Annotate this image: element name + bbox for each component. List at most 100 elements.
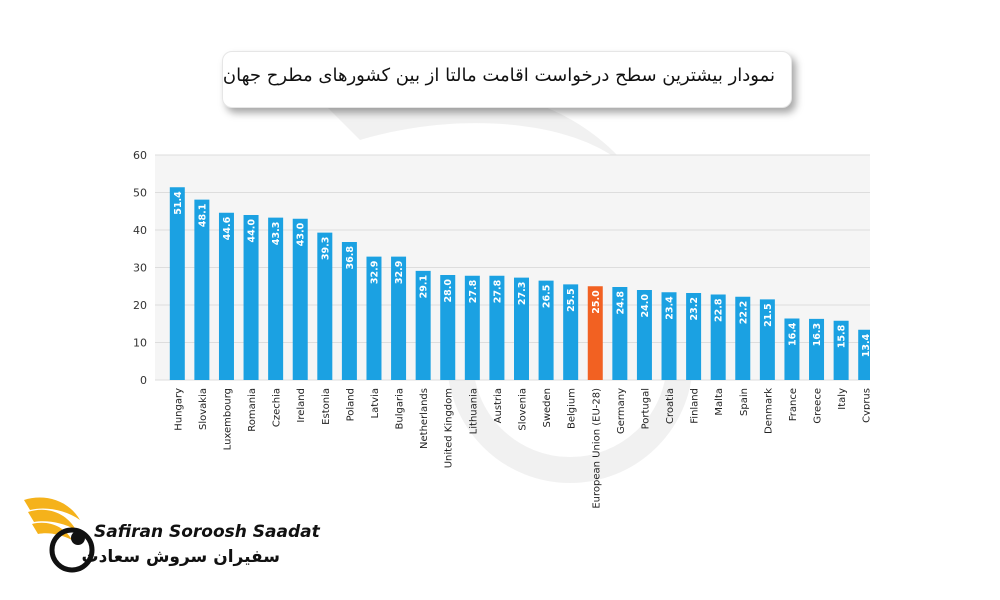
x-tick-label: Portugal: [640, 388, 651, 429]
bar: [489, 275, 505, 380]
brand-name-fa: سفیران سروش سعادت: [81, 547, 280, 567]
y-tick-label: 0: [140, 374, 147, 387]
bar: [169, 187, 185, 380]
bar: [563, 284, 579, 380]
x-tick-label: Luxembourg: [222, 388, 233, 450]
bar-value-label: 13.4: [861, 333, 870, 357]
bar-value-label: 21.5: [763, 303, 774, 326]
bar: [661, 292, 677, 380]
y-tick-label: 40: [133, 224, 147, 237]
x-tick-label: United Kingdom: [444, 388, 455, 468]
x-tick-label: Germany: [616, 388, 627, 434]
y-tick-label: 10: [133, 337, 147, 350]
bar-value-label: 24.0: [640, 294, 651, 318]
bar: [686, 293, 702, 380]
bar-value-label: 23.4: [665, 296, 676, 320]
brand-logo: Safiran Soroosh Saadat سفیران سروش سعادت: [22, 492, 320, 582]
bar-value-label: 32.9: [394, 261, 405, 284]
x-tick-label: Estonia: [321, 388, 332, 425]
bar-value-label: 32.9: [369, 261, 380, 284]
bar-value-label: 27.8: [468, 279, 479, 303]
bar-value-label: 26.5: [542, 285, 553, 308]
bar-value-label: 22.8: [714, 298, 725, 322]
bar: [366, 256, 382, 380]
bar: [194, 199, 210, 380]
x-tick-label: Denmark: [763, 388, 774, 434]
bar-value-label: 25.5: [566, 288, 577, 311]
x-tick-label: France: [788, 388, 799, 421]
bar: [292, 218, 308, 380]
bar-value-label: 44.0: [247, 219, 258, 243]
x-tick-label: Croatia: [665, 388, 676, 424]
bar: [538, 280, 554, 380]
bar-value-label: 48.1: [197, 204, 208, 227]
brand-bird-icon: [24, 497, 95, 573]
bar: [341, 242, 357, 380]
x-tick-label: Ireland: [296, 388, 307, 423]
bar: [735, 296, 751, 380]
x-tick-label: Romania: [247, 388, 258, 432]
x-tick-label: Lithuania: [468, 388, 479, 434]
bar-value-label: 16.3: [812, 323, 823, 346]
x-tick-label: Slovakia: [198, 388, 209, 430]
x-tick-label: Cyprus: [862, 388, 870, 423]
bar: [636, 290, 652, 380]
bar-value-label: 16.4: [787, 322, 798, 346]
bar-value-label: 23.2: [689, 297, 700, 320]
x-tick-label: Sweden: [542, 388, 553, 428]
x-tick-label: Greece: [813, 388, 824, 424]
x-tick-label: Poland: [345, 388, 356, 421]
bar: [759, 299, 775, 380]
x-tick-label: Latvia: [370, 388, 381, 418]
x-tick-label: Hungary: [173, 388, 184, 431]
bar-value-label: 51.4: [173, 191, 184, 215]
x-tick-label: Slovenia: [518, 388, 529, 431]
bar: [415, 270, 431, 380]
bar-value-label: 36.8: [345, 246, 356, 270]
x-tick-label: Czechia: [272, 388, 283, 427]
y-tick-label: 30: [133, 262, 147, 275]
x-tick-label: Italy: [837, 388, 848, 410]
x-tick-label: Austria: [493, 388, 504, 423]
page-title: نمودار بیشترین سطح درخواست اقامت مالتا ا…: [222, 65, 775, 86]
bar: [612, 287, 628, 380]
bar-value-label: 43.0: [296, 222, 307, 246]
bar: [391, 256, 407, 380]
x-tick-label: Belgium: [567, 388, 578, 429]
bar: [243, 215, 259, 380]
bar-value-label: 27.3: [517, 282, 528, 305]
bar-value-label: 22.2: [738, 301, 749, 324]
x-tick-label: Malta: [714, 388, 725, 416]
x-tick-label: Bulgaria: [395, 388, 406, 429]
bar: [268, 217, 284, 380]
title-box: نمودار بیشترین سطح درخواست اقامت مالتا ا…: [222, 51, 792, 108]
y-tick-label: 20: [133, 299, 147, 312]
y-tick-label: 50: [133, 187, 147, 200]
bar-value-label: 15.8: [837, 324, 848, 348]
brand-name-en: Safiran Soroosh Saadat: [94, 522, 320, 542]
x-tick-label: Finland: [690, 388, 701, 424]
bar: [858, 329, 870, 380]
bar: [833, 320, 849, 380]
bar-value-label: 43.3: [271, 222, 282, 245]
x-tick-label: European Union (EU-28): [591, 388, 602, 509]
bar: [464, 275, 480, 380]
bar: [440, 275, 456, 380]
x-tick-label: Netherlands: [419, 388, 430, 449]
bar-value-label: 27.8: [492, 279, 503, 303]
bar-value-label: 44.6: [222, 216, 233, 240]
bar: [784, 318, 800, 380]
bar: [710, 294, 726, 380]
bar-chart: 0 10 20 30 40 50 60 51.4 Hungary 48.1 Slovakia 44.6…: [133, 149, 870, 509]
bar-value-label: 28.0: [443, 279, 454, 303]
bar-value-label: 24.8: [615, 291, 626, 315]
bar-value-label: 25.0: [591, 290, 602, 314]
bar: [809, 318, 825, 380]
bar: [587, 286, 603, 380]
y-tick-label: 60: [133, 149, 147, 162]
bar: [218, 212, 234, 380]
bar: [514, 277, 529, 380]
x-tick-label: Spain: [739, 388, 750, 416]
bar-value-label: 29.1: [419, 275, 430, 298]
bar-value-label: 39.3: [320, 237, 331, 260]
